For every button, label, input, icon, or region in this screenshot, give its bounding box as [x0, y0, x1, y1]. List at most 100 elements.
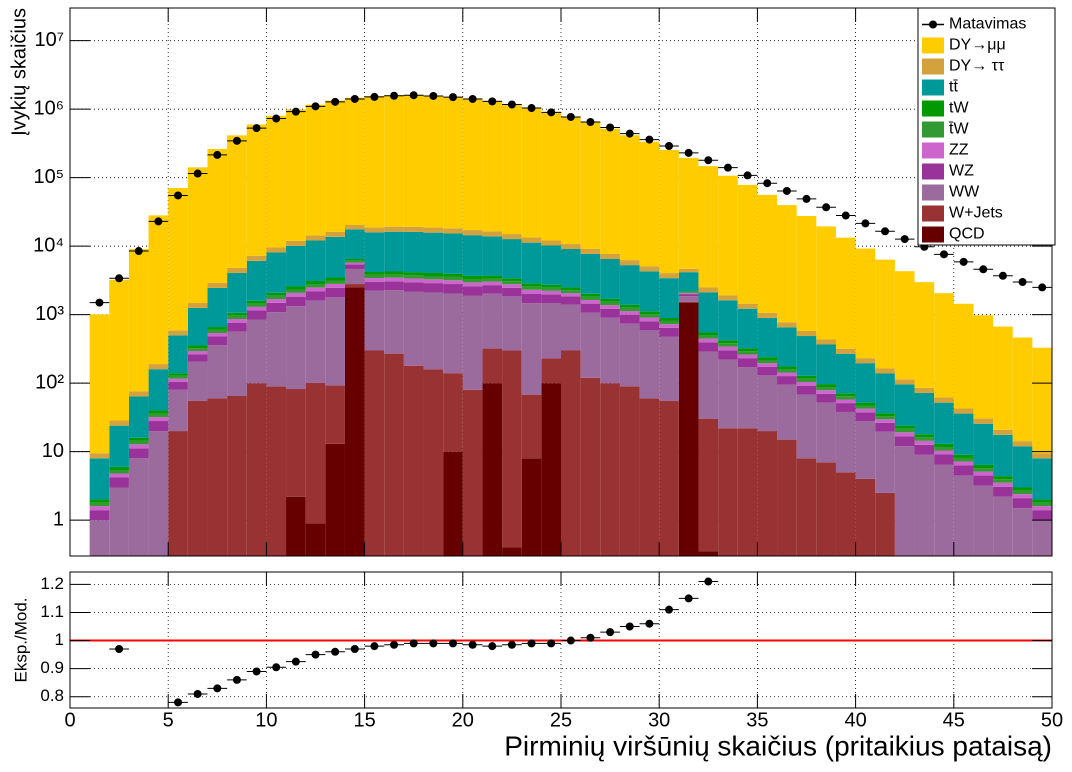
bar-segment [384, 281, 404, 291]
bar-segment [266, 295, 287, 300]
ratio-plot [70, 572, 1052, 708]
bar-segment [678, 296, 699, 302]
bar-segment [737, 308, 758, 349]
bar-segment [207, 398, 228, 556]
bar-segment [128, 448, 149, 459]
ratio-y-axis-label: Eksp./Mod. [11, 597, 30, 682]
data-point [134, 247, 143, 256]
bar-segment [796, 385, 817, 395]
bar-segment [168, 335, 188, 374]
bar-segment [128, 396, 149, 438]
bar-segment [521, 242, 542, 284]
bar-segment [580, 312, 601, 378]
bar-segment [462, 275, 483, 279]
bar-segment [443, 273, 463, 277]
y-tick-label: 0.8 [40, 686, 64, 705]
data-point [291, 107, 300, 116]
bar-segment [1012, 494, 1033, 499]
bar-segment [364, 281, 385, 291]
ratio-point [606, 628, 615, 637]
bar-segment [502, 350, 522, 548]
bar-segment [698, 166, 719, 288]
legend-label: WZ [949, 163, 974, 180]
bar-segment [600, 298, 620, 302]
bar-segment [639, 266, 660, 272]
bar-segment [698, 351, 719, 419]
bar-segment [482, 293, 503, 349]
bar-segment [403, 94, 424, 227]
bar-segment [561, 244, 581, 249]
bar-segment [659, 336, 679, 401]
bar-segment [914, 437, 935, 441]
legend-label: DY→μμ [949, 37, 1006, 54]
legend-swatch [922, 58, 944, 75]
data-point [252, 124, 261, 133]
bar-segment [816, 339, 836, 345]
bar-segment [482, 281, 503, 286]
bar-segment [855, 405, 876, 409]
bar-segment [777, 384, 797, 440]
bar-segment [462, 230, 483, 236]
bar-segment [777, 439, 797, 556]
bar-segment [1012, 508, 1033, 556]
bar-segment [600, 383, 620, 556]
bar-segment [423, 95, 444, 228]
data-point [665, 142, 674, 151]
bar-segment [344, 260, 365, 263]
y-tick-label: 1 [55, 630, 64, 649]
ratio-point [507, 640, 516, 649]
bar-segment [227, 315, 247, 319]
bar-segment [993, 434, 1013, 477]
data-point [527, 104, 536, 113]
bar-segment [482, 236, 503, 276]
data-point [566, 112, 575, 121]
bar-segment [698, 338, 719, 343]
bar-segment [914, 282, 935, 388]
bar-segment [639, 321, 660, 331]
bar-segment [855, 408, 876, 413]
bar-segment [816, 390, 836, 394]
bar-segment [344, 97, 365, 226]
data-point [547, 108, 556, 117]
bar-segment [580, 377, 601, 556]
bar-segment [1012, 487, 1033, 491]
ratio-point [115, 644, 124, 653]
legend-swatch [922, 79, 944, 96]
bar-segment [286, 389, 306, 497]
x-axis-label: Pirminių viršūnių skaičius (pritaikius p… [504, 730, 1052, 761]
bar-segment [423, 292, 444, 370]
bar-segment [207, 336, 228, 346]
data-point [959, 257, 968, 266]
bar-segment [639, 311, 660, 315]
x-tick-label: 40 [844, 709, 866, 731]
ratio-point [586, 633, 595, 642]
bar-segment [737, 428, 758, 556]
bar-segment [816, 462, 836, 556]
bar-segment [678, 294, 699, 297]
bar-segment [305, 104, 326, 236]
bar-segment [168, 378, 188, 383]
ratio-point [213, 684, 222, 693]
bar-segment [109, 470, 129, 474]
bar-segment [128, 391, 149, 397]
bar-segment [482, 275, 503, 279]
bar-segment [364, 274, 385, 279]
bar-segment [502, 281, 522, 285]
bar-segment [953, 408, 974, 414]
bar-segment [600, 305, 620, 309]
bar-segment [541, 240, 561, 246]
bar-segment [953, 457, 974, 462]
bar-segment [541, 294, 561, 304]
bar-segment [148, 215, 169, 365]
bar-segment [737, 303, 758, 309]
bar-segment [894, 271, 915, 380]
bar-segment [109, 420, 129, 426]
bar-segment [914, 434, 935, 438]
ratio-point [331, 647, 340, 656]
bar-segment [698, 287, 719, 293]
legend-label: DY→ ττ [949, 58, 1005, 75]
data-point [232, 136, 241, 145]
bar-segment [344, 284, 365, 288]
data-point [174, 191, 183, 200]
